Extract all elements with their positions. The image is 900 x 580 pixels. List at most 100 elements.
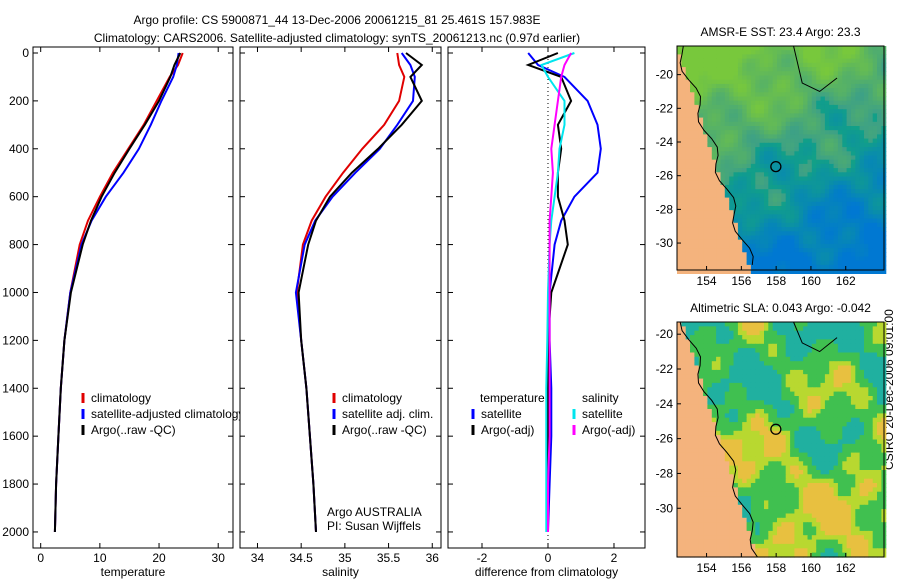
map-cell bbox=[755, 58, 761, 64]
map-cell bbox=[872, 184, 878, 190]
map-cell bbox=[729, 189, 735, 194]
map-cell bbox=[777, 231, 782, 237]
map-cell bbox=[798, 461, 804, 467]
map-cell bbox=[677, 113, 682, 119]
map-cell bbox=[798, 231, 804, 237]
map-cell bbox=[846, 326, 852, 332]
map-cell bbox=[716, 256, 721, 262]
map-cell bbox=[794, 378, 800, 384]
map-cell bbox=[698, 96, 704, 102]
map-cell bbox=[824, 343, 830, 349]
map-cell bbox=[742, 100, 748, 106]
map-cell bbox=[794, 218, 800, 224]
map-cell bbox=[877, 391, 882, 397]
map-cell bbox=[790, 243, 795, 249]
map-cell bbox=[864, 439, 869, 445]
map-cell bbox=[872, 382, 878, 388]
map-cell bbox=[820, 409, 826, 414]
map-cell bbox=[872, 396, 878, 401]
map-cell bbox=[746, 109, 752, 114]
map-cell bbox=[703, 509, 708, 515]
map-cell bbox=[707, 50, 713, 55]
map-cell bbox=[842, 159, 848, 165]
map-cell bbox=[698, 176, 704, 182]
map-cell bbox=[816, 465, 822, 471]
map-cell bbox=[737, 452, 743, 458]
map-cell bbox=[711, 227, 717, 232]
map-cell bbox=[855, 430, 861, 436]
map-cell bbox=[755, 448, 761, 454]
map-cell bbox=[694, 197, 700, 203]
map-cell bbox=[798, 214, 804, 220]
map-cell bbox=[729, 461, 735, 467]
map-cell bbox=[790, 470, 795, 475]
map-cell bbox=[707, 75, 713, 81]
map-cell bbox=[772, 222, 778, 228]
map-cell bbox=[677, 138, 682, 144]
map-cell bbox=[716, 126, 721, 131]
map-cell bbox=[694, 396, 700, 401]
map-cell bbox=[733, 513, 739, 519]
map-cell bbox=[850, 197, 856, 203]
map-cell bbox=[746, 227, 752, 232]
map-cell bbox=[816, 343, 822, 349]
map-cell bbox=[785, 269, 791, 274]
map-cell bbox=[855, 322, 861, 327]
map-cell bbox=[872, 509, 878, 515]
map-cell bbox=[790, 235, 795, 241]
map-cell bbox=[864, 478, 869, 484]
map-cell bbox=[868, 54, 874, 60]
map-cell bbox=[694, 46, 700, 51]
map-cell bbox=[868, 96, 874, 102]
map-cell bbox=[820, 252, 826, 258]
map-cell bbox=[737, 439, 743, 445]
map-cell bbox=[833, 163, 839, 169]
map-cell bbox=[877, 180, 882, 186]
map-cell bbox=[855, 46, 861, 51]
map-cell bbox=[694, 231, 700, 237]
map-cell bbox=[877, 260, 882, 266]
map-cell bbox=[781, 117, 787, 123]
map-cell bbox=[724, 201, 730, 207]
map-cell bbox=[781, 382, 787, 388]
map-cell bbox=[698, 491, 704, 497]
map-cell bbox=[816, 155, 822, 161]
map-cell bbox=[742, 396, 748, 401]
map-cell bbox=[681, 483, 687, 488]
map-cell bbox=[842, 448, 848, 454]
map-cell bbox=[781, 214, 787, 220]
map-cell bbox=[694, 222, 700, 228]
map-cell bbox=[846, 404, 852, 410]
map-cell bbox=[677, 452, 682, 458]
map-cell bbox=[785, 496, 791, 502]
map-cell bbox=[811, 322, 817, 327]
map-cell bbox=[846, 361, 852, 367]
map-cell bbox=[872, 491, 878, 497]
map-cell bbox=[850, 109, 856, 114]
map-cell bbox=[816, 417, 822, 423]
map-cell bbox=[864, 513, 869, 519]
map-cell bbox=[794, 426, 800, 432]
map-cell bbox=[850, 210, 856, 215]
map-cell bbox=[724, 206, 730, 211]
map-cell bbox=[829, 404, 835, 410]
map-cell bbox=[811, 369, 817, 375]
map-cell bbox=[872, 487, 878, 493]
map-cell bbox=[807, 210, 813, 215]
map-cell bbox=[768, 348, 774, 354]
map-cell bbox=[846, 168, 852, 173]
map-cell bbox=[720, 452, 726, 458]
map-cell bbox=[750, 113, 756, 119]
map-cell bbox=[698, 348, 704, 354]
map-cell bbox=[833, 500, 839, 506]
map-cell bbox=[846, 197, 852, 203]
map-cell bbox=[772, 46, 778, 51]
map-cell bbox=[811, 396, 817, 401]
map-cell bbox=[703, 239, 708, 245]
map-cell bbox=[820, 335, 826, 341]
map-cell bbox=[737, 487, 743, 493]
map-cell bbox=[733, 491, 739, 497]
map-cell bbox=[816, 117, 822, 123]
map-cell bbox=[711, 231, 717, 237]
map-cell bbox=[864, 155, 869, 161]
